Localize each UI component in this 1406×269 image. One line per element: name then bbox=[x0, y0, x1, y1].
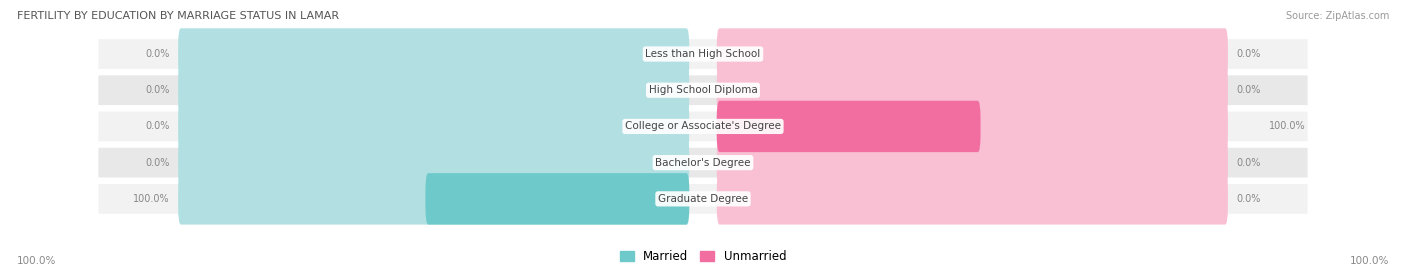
Text: 0.0%: 0.0% bbox=[145, 158, 170, 168]
Legend: Married, Unmarried: Married, Unmarried bbox=[614, 245, 792, 267]
Text: Graduate Degree: Graduate Degree bbox=[658, 194, 748, 204]
FancyBboxPatch shape bbox=[717, 101, 980, 152]
Text: College or Associate's Degree: College or Associate's Degree bbox=[626, 121, 780, 132]
FancyBboxPatch shape bbox=[717, 101, 1227, 152]
Text: Less than High School: Less than High School bbox=[645, 49, 761, 59]
Text: 0.0%: 0.0% bbox=[145, 121, 170, 132]
FancyBboxPatch shape bbox=[179, 65, 689, 116]
FancyBboxPatch shape bbox=[98, 184, 1308, 214]
FancyBboxPatch shape bbox=[179, 137, 689, 188]
Text: 100.0%: 100.0% bbox=[134, 194, 170, 204]
FancyBboxPatch shape bbox=[717, 28, 1227, 80]
Text: Bachelor's Degree: Bachelor's Degree bbox=[655, 158, 751, 168]
Text: 100.0%: 100.0% bbox=[17, 256, 56, 266]
Text: High School Diploma: High School Diploma bbox=[648, 85, 758, 95]
Text: 0.0%: 0.0% bbox=[145, 85, 170, 95]
Text: 100.0%: 100.0% bbox=[1270, 121, 1306, 132]
FancyBboxPatch shape bbox=[717, 65, 1227, 116]
FancyBboxPatch shape bbox=[98, 148, 1308, 178]
Text: 0.0%: 0.0% bbox=[145, 49, 170, 59]
FancyBboxPatch shape bbox=[179, 28, 689, 80]
FancyBboxPatch shape bbox=[98, 75, 1308, 105]
Text: 0.0%: 0.0% bbox=[1236, 49, 1261, 59]
FancyBboxPatch shape bbox=[179, 101, 689, 152]
Text: 0.0%: 0.0% bbox=[1236, 158, 1261, 168]
FancyBboxPatch shape bbox=[98, 112, 1308, 141]
FancyBboxPatch shape bbox=[179, 173, 689, 225]
Text: 100.0%: 100.0% bbox=[1350, 256, 1389, 266]
Text: 0.0%: 0.0% bbox=[1236, 194, 1261, 204]
FancyBboxPatch shape bbox=[717, 137, 1227, 188]
FancyBboxPatch shape bbox=[426, 173, 689, 225]
Text: FERTILITY BY EDUCATION BY MARRIAGE STATUS IN LAMAR: FERTILITY BY EDUCATION BY MARRIAGE STATU… bbox=[17, 11, 339, 21]
Text: Source: ZipAtlas.com: Source: ZipAtlas.com bbox=[1285, 11, 1389, 21]
Text: 0.0%: 0.0% bbox=[1236, 85, 1261, 95]
FancyBboxPatch shape bbox=[98, 39, 1308, 69]
FancyBboxPatch shape bbox=[717, 173, 1227, 225]
